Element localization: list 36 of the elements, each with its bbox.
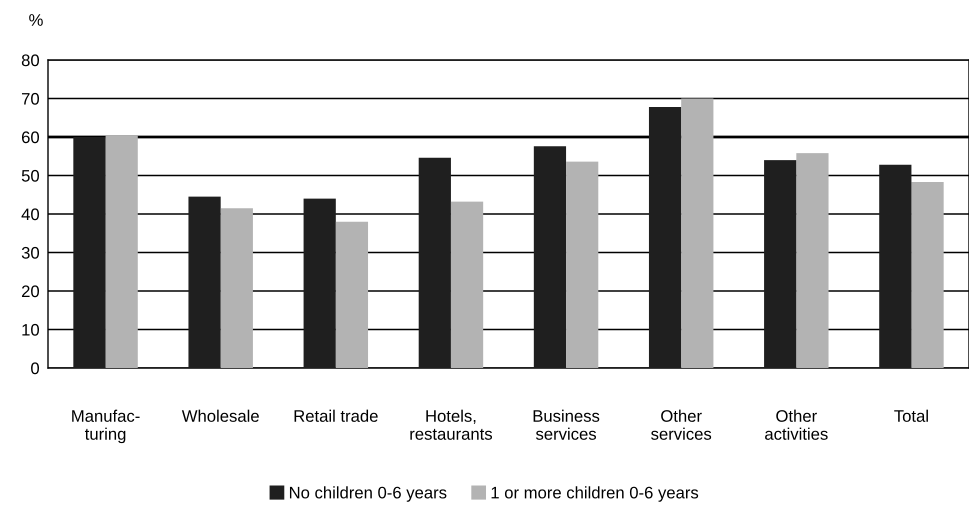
x-tick-label: Business services xyxy=(534,410,600,440)
bar xyxy=(336,222,368,368)
bar xyxy=(220,208,253,368)
bar xyxy=(681,98,714,368)
y-tick-label: 30 xyxy=(22,246,40,259)
y-tick-label: 50 xyxy=(22,170,40,182)
x-tick-label: Retail trade xyxy=(294,410,378,422)
y-tick-label: 80 xyxy=(22,54,40,66)
bar xyxy=(911,182,944,368)
x-tick-label: Total xyxy=(894,410,928,422)
y-tick-label: 10 xyxy=(22,324,40,336)
bar xyxy=(534,146,566,368)
x-tick-label: Wholesale xyxy=(182,410,259,422)
bar xyxy=(648,106,682,368)
bar xyxy=(418,158,451,368)
bar xyxy=(796,153,829,368)
y-tick-label: 40 xyxy=(22,208,40,220)
bar xyxy=(764,160,796,368)
y-tick-label: 0 xyxy=(31,362,40,374)
y-tick-label: 60 xyxy=(22,131,40,144)
legend-label: 1 or more children 0-6 years xyxy=(492,486,698,502)
y-tick-label: 70 xyxy=(22,92,40,105)
y-tick-label: 20 xyxy=(22,285,40,298)
bar xyxy=(188,196,221,368)
x-tick-label: Manufac- turing xyxy=(72,410,140,444)
legend-label: No children 0-6 years xyxy=(290,486,446,502)
x-tick-label: Hotels, restaurants xyxy=(410,410,492,440)
bar xyxy=(73,137,106,368)
y-axis-title: % xyxy=(29,14,43,26)
bar xyxy=(879,164,912,368)
x-tick-label: Other activities xyxy=(765,410,828,440)
bar xyxy=(304,198,336,368)
bar xyxy=(566,162,598,368)
bar xyxy=(450,202,484,368)
bar xyxy=(106,136,138,368)
x-tick-label: Other services xyxy=(651,410,712,440)
